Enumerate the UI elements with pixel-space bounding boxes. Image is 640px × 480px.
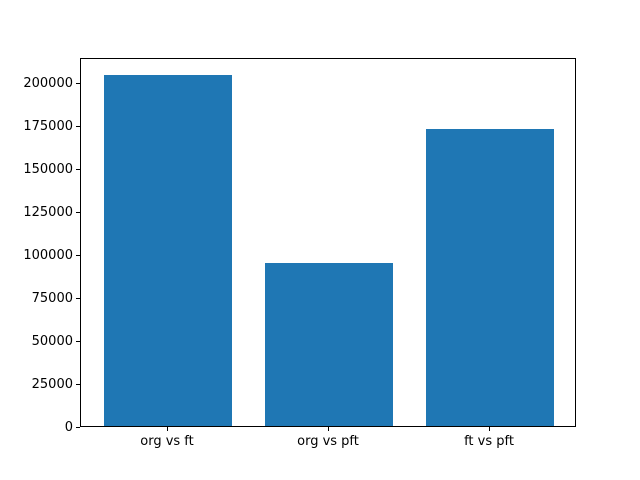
y-tick-mark <box>76 384 80 385</box>
x-tick-label: ft vs pft <box>464 434 514 449</box>
y-tick-label: 25000 <box>31 376 73 392</box>
y-tick-mark <box>76 83 80 85</box>
y-tick-mark <box>76 169 80 171</box>
bar-ft-vs-pft <box>425 128 555 426</box>
bars-layer <box>81 59 575 426</box>
x-tick-label: org vs ft <box>140 434 194 449</box>
y-tick-mark <box>76 341 80 343</box>
x-tick-mark <box>489 427 490 431</box>
y-tick-label: 200000 <box>23 75 73 91</box>
y-tick-label: 100000 <box>23 247 73 263</box>
x-tick-mark <box>167 427 168 431</box>
y-tick-label: 175000 <box>23 118 73 134</box>
y-tick-mark <box>76 212 80 214</box>
x-tick-label: org vs pft <box>297 434 359 449</box>
y-tick-label: 50000 <box>31 333 73 349</box>
y-tick-label: 125000 <box>23 204 73 220</box>
y-tick-mark <box>76 298 80 300</box>
bar-org-vs-pft <box>264 262 394 426</box>
y-tick-label: 150000 <box>23 161 73 177</box>
y-tick-mark <box>76 427 80 428</box>
x-tick-mark <box>328 427 329 431</box>
y-tick-mark <box>76 255 80 257</box>
plot-area <box>80 58 576 427</box>
y-tick-label: 0 <box>64 419 73 435</box>
y-tick-label: 75000 <box>31 290 73 306</box>
bar-org-vs-ft <box>103 75 233 426</box>
y-tick-mark <box>76 126 80 128</box>
